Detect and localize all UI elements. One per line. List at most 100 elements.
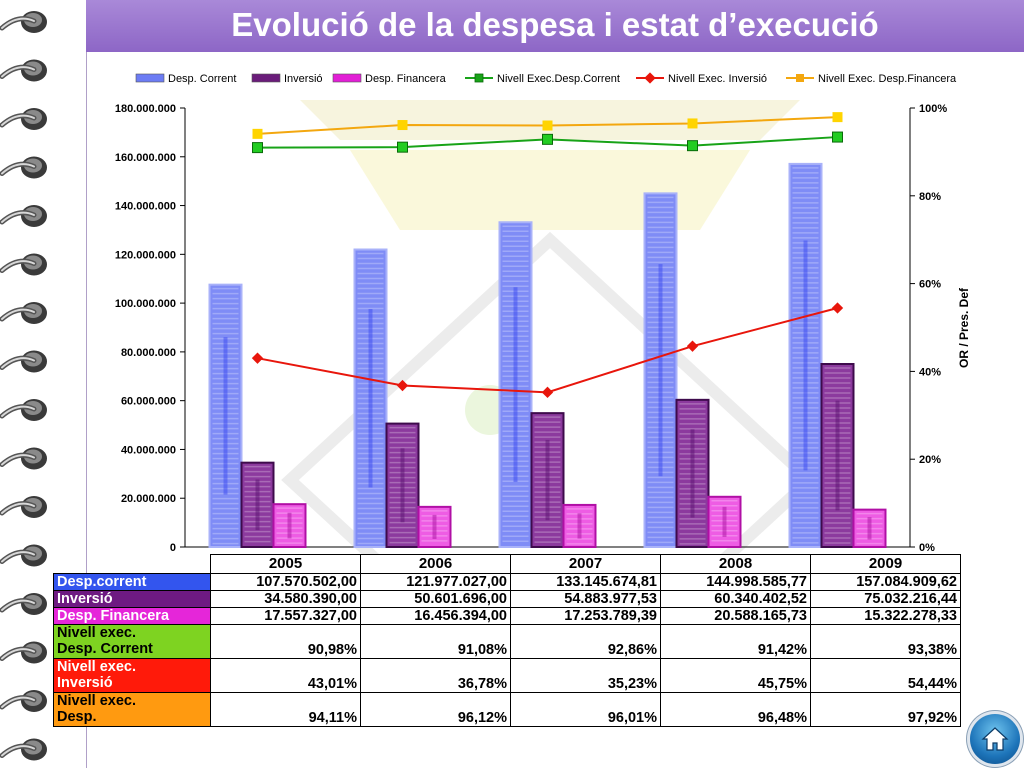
marker-nivell-corrent bbox=[397, 141, 408, 153]
spiral-ring bbox=[0, 205, 47, 227]
spiral-ring bbox=[0, 253, 47, 276]
legend-item: Inversió bbox=[251, 73, 323, 85]
spiral-ring bbox=[0, 593, 47, 615]
marker-nivell-inversio bbox=[541, 386, 554, 398]
table-cell: 43,01% bbox=[210, 658, 361, 693]
home-button[interactable] bbox=[970, 714, 1020, 764]
y2-tick-label: 80% bbox=[919, 191, 941, 203]
marker-nivell-corrent bbox=[252, 142, 263, 154]
bar-desp-financera bbox=[852, 508, 887, 549]
data-table: 2005 2006 2007 2008 2009 Desp.corrent 107… bbox=[53, 554, 961, 727]
bar-desp-financera bbox=[707, 495, 742, 548]
spiral-ring bbox=[0, 690, 47, 712]
page-edge bbox=[86, 0, 87, 768]
home-icon bbox=[981, 727, 1009, 751]
table-row-label-line2: Desp. bbox=[57, 709, 97, 725]
y2-tick-label: 100% bbox=[919, 103, 947, 115]
table-cell: 16.456.394,00 bbox=[360, 607, 511, 625]
table-year-header: 2006 bbox=[360, 554, 511, 574]
spiral-ring bbox=[0, 59, 47, 82]
legend-item: Desp. Financera bbox=[332, 73, 447, 85]
marker-nivell-corrent bbox=[542, 133, 553, 145]
table-cell: 96,48% bbox=[660, 692, 811, 727]
spiral-ring bbox=[0, 108, 47, 130]
marker-nivell-inversio bbox=[251, 352, 264, 364]
legend-label: Nivell Exec.Desp.Corrent bbox=[497, 73, 620, 85]
marker-nivell-financera bbox=[832, 112, 843, 123]
legend-item: Nivell Exec. Desp.Financera bbox=[786, 73, 957, 85]
spiral-ring bbox=[0, 738, 47, 761]
bar-desp-corrent bbox=[498, 221, 533, 548]
table-cell: 90,98% bbox=[210, 624, 361, 659]
bar-desp-financera bbox=[562, 503, 597, 548]
legend-label: Inversió bbox=[284, 73, 323, 85]
table-cell: 54.883.977,53 bbox=[510, 590, 661, 608]
bar-inversio bbox=[675, 398, 710, 548]
table-cell: 133.145.674,81 bbox=[510, 573, 661, 591]
marker-nivell-financera bbox=[252, 128, 263, 139]
table-cell: 144.998.585,77 bbox=[660, 573, 811, 591]
table-year-header: 2005 bbox=[210, 554, 361, 574]
y2-tick-label: 60% bbox=[919, 279, 941, 291]
y-tick-label: 140.000.000 bbox=[115, 201, 176, 213]
table-cell: 36,78% bbox=[360, 658, 511, 693]
expense-chart: Desp. Corrent Inversió Desp. Financera Nive… bbox=[115, 72, 971, 560]
bar-desp-corrent bbox=[788, 162, 823, 548]
y-tick-label: 80.000.000 bbox=[121, 347, 176, 359]
marker-nivell-inversio bbox=[396, 379, 409, 392]
y-tick-label: 180.000.000 bbox=[115, 103, 176, 115]
legend-label: Desp. Corrent bbox=[168, 73, 236, 85]
bar-desp-financera bbox=[417, 505, 452, 548]
marker-nivell-financera bbox=[397, 120, 408, 131]
spiral-ring bbox=[0, 399, 47, 421]
table-row: Inversió 34.580.390,00 50.601.696,00 54.883… bbox=[53, 590, 961, 608]
legend-label: Nivell Exec. Inversió bbox=[668, 73, 767, 85]
bar-desp-corrent bbox=[643, 192, 678, 548]
table-cell: 54,44% bbox=[810, 658, 961, 693]
table-row-label: Desp.corrent bbox=[53, 573, 211, 591]
spiral-ring bbox=[0, 641, 47, 664]
y2-tick-label: 40% bbox=[919, 366, 941, 378]
marker-nivell-inversio bbox=[686, 340, 699, 352]
spiral-ring bbox=[0, 156, 47, 179]
bar-inversio bbox=[240, 461, 275, 548]
spiral-ring bbox=[0, 496, 47, 518]
spiral-ring bbox=[0, 447, 47, 470]
legend-item: Nivell Exec. Inversió bbox=[636, 72, 767, 85]
table-corner bbox=[54, 555, 211, 574]
y-tick-label: 100.000.000 bbox=[115, 298, 176, 310]
bar-inversio bbox=[530, 412, 565, 548]
table-row-label: Nivell exec. Desp. Corrent bbox=[53, 624, 211, 659]
chart-legend: Desp. Corrent Inversió Desp. Financera Nive… bbox=[135, 72, 957, 85]
table-row-label-line1: Nivell exec. bbox=[57, 659, 136, 675]
table-cell: 35,23% bbox=[510, 658, 661, 693]
legend-label: Desp. Financera bbox=[365, 73, 447, 85]
table-year-header: 2007 bbox=[510, 554, 661, 574]
table-cell: 15.322.278,33 bbox=[810, 607, 961, 625]
table-cell: 96,12% bbox=[360, 692, 511, 727]
table-row-label-line2: Desp. Corrent bbox=[57, 641, 153, 657]
notebook-spiral-binding bbox=[0, 11, 47, 761]
y-tick-label: 120.000.000 bbox=[115, 249, 176, 261]
bar-desp-financera bbox=[272, 503, 307, 548]
line-nivell-inversio bbox=[257, 307, 838, 394]
table-cell: 34.580.390,00 bbox=[210, 590, 361, 608]
table-row: Nivell exec. Desp. 94,11% 96,12% 96,01% 96,48… bbox=[53, 692, 961, 727]
table-header-row: 2005 2006 2007 2008 2009 bbox=[54, 554, 961, 574]
table-row-label: Nivell exec. Desp. bbox=[53, 692, 211, 727]
marker-nivell-financera bbox=[542, 120, 553, 131]
table-cell: 107.570.502,00 bbox=[210, 573, 361, 591]
table-cell: 91,42% bbox=[660, 624, 811, 659]
table-cell: 60.340.402,52 bbox=[660, 590, 811, 608]
table-cell: 96,01% bbox=[510, 692, 661, 727]
table-row-label-line1: Nivell exec. bbox=[57, 693, 136, 709]
table-row-label-line1: Nivell exec. bbox=[57, 625, 136, 641]
table-row: Desp.corrent 107.570.502,00 121.977.027,00… bbox=[53, 573, 961, 591]
table-row: Nivell exec. Inversió 43,01% 36,78% 35,23% 45… bbox=[53, 658, 961, 693]
y2-axis-label: OR / Pres. Def bbox=[957, 287, 971, 368]
table-row-label-line2: Inversió bbox=[57, 675, 113, 691]
table-cell: 93,38% bbox=[810, 624, 961, 659]
y-tick-label: 160.000.000 bbox=[115, 152, 176, 164]
table-cell: 45,75% bbox=[660, 658, 811, 693]
bar-desp-corrent bbox=[208, 283, 243, 548]
